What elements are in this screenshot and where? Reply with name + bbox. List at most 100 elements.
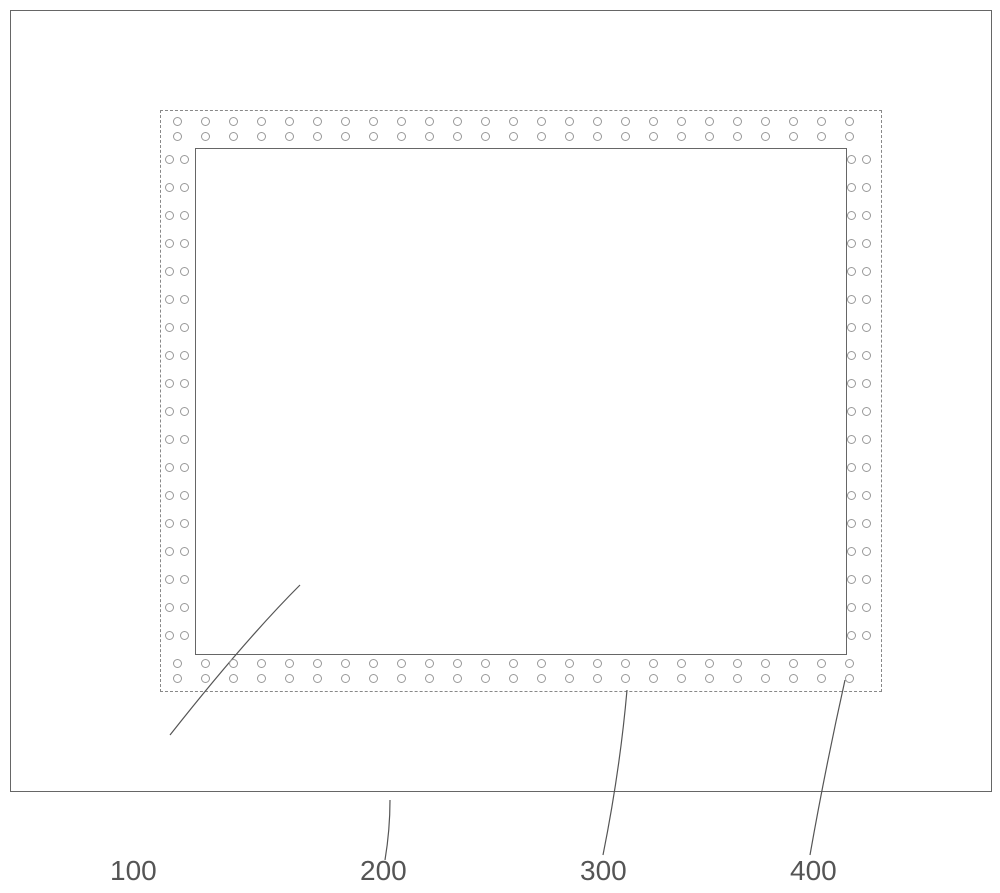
perforation-dot	[173, 674, 182, 683]
perforation-dot	[165, 155, 174, 164]
perforation-dot	[257, 117, 266, 126]
perforation-dot	[201, 132, 210, 141]
perforation-dot	[817, 674, 826, 683]
perforation-dot	[621, 117, 630, 126]
perforation-dot	[847, 351, 856, 360]
perforation-dot	[229, 117, 238, 126]
perforation-dot	[565, 117, 574, 126]
perforation-dot	[862, 603, 871, 612]
perforation-dot	[621, 674, 630, 683]
perforation-dot	[649, 117, 658, 126]
perforation-dot	[847, 603, 856, 612]
perforation-dot	[165, 435, 174, 444]
perforation-dot	[165, 183, 174, 192]
perforation-dot	[180, 407, 189, 416]
perforation-dot	[733, 659, 742, 668]
perforation-dot	[425, 117, 434, 126]
perforation-dot	[313, 117, 322, 126]
perforation-dot	[677, 132, 686, 141]
perforation-dot	[397, 674, 406, 683]
perforation-dot	[537, 674, 546, 683]
perforation-dot	[847, 519, 856, 528]
perforation-dot	[847, 547, 856, 556]
perforation-dot	[862, 351, 871, 360]
perforation-dot	[847, 155, 856, 164]
perforation-dot	[165, 295, 174, 304]
perforation-dot	[847, 323, 856, 332]
perforation-dot	[817, 659, 826, 668]
perforation-dot	[847, 491, 856, 500]
perforation-dot	[165, 407, 174, 416]
perforation-dot	[341, 674, 350, 683]
perforation-dot	[285, 132, 294, 141]
perforation-dot	[165, 463, 174, 472]
perforation-dot	[173, 117, 182, 126]
perforation-dot	[565, 659, 574, 668]
perforation-dot	[862, 491, 871, 500]
perforation-dot	[257, 674, 266, 683]
perforation-dot	[847, 575, 856, 584]
perforation-dot	[165, 323, 174, 332]
perforation-dot	[165, 547, 174, 556]
perforation-dot	[165, 491, 174, 500]
perforation-dot	[481, 117, 490, 126]
perforation-dot	[847, 211, 856, 220]
perforation-dot	[862, 183, 871, 192]
perforation-dot	[847, 407, 856, 416]
perforation-dot	[180, 519, 189, 528]
reference-label: 100	[110, 855, 157, 887]
reference-label: 400	[790, 855, 837, 887]
perforation-dot	[565, 674, 574, 683]
perforation-dot	[649, 659, 658, 668]
perforation-dot	[341, 117, 350, 126]
perforation-dot	[369, 674, 378, 683]
perforation-dot	[180, 463, 189, 472]
perforation-dot	[649, 132, 658, 141]
perforation-dot	[677, 674, 686, 683]
perforation-dot	[180, 183, 189, 192]
perforation-dot	[201, 659, 210, 668]
figure-canvas: 100200300400	[0, 0, 1000, 893]
perforation-dot	[847, 379, 856, 388]
perforation-dot	[397, 117, 406, 126]
perforation-dot	[847, 239, 856, 248]
perforation-dot	[509, 674, 518, 683]
perforation-dot	[509, 659, 518, 668]
perforation-dot	[453, 117, 462, 126]
perforation-dot	[845, 132, 854, 141]
perforation-dot	[733, 117, 742, 126]
perforation-dot	[862, 435, 871, 444]
perforation-dot	[845, 117, 854, 126]
perforation-dot	[180, 435, 189, 444]
perforation-dot	[201, 674, 210, 683]
perforation-dot	[229, 659, 238, 668]
perforation-dot	[481, 674, 490, 683]
perforation-dot	[397, 659, 406, 668]
perforation-dot	[862, 295, 871, 304]
perforation-dot	[180, 547, 189, 556]
perforation-dot	[313, 659, 322, 668]
perforation-dot	[789, 117, 798, 126]
perforation-dot	[847, 435, 856, 444]
perforation-dot	[761, 117, 770, 126]
perforation-dot	[313, 674, 322, 683]
perforation-dot	[677, 659, 686, 668]
perforation-dot	[847, 295, 856, 304]
perforation-dot	[180, 295, 189, 304]
perforation-dot	[862, 323, 871, 332]
perforation-dot	[481, 659, 490, 668]
perforation-dot	[180, 631, 189, 640]
perforation-dot	[425, 659, 434, 668]
perforation-dot	[565, 132, 574, 141]
perforation-dot	[817, 117, 826, 126]
perforation-dot	[537, 117, 546, 126]
perforation-dot	[425, 674, 434, 683]
perforation-dot	[862, 463, 871, 472]
perforation-dot	[862, 547, 871, 556]
perforation-dot	[180, 491, 189, 500]
perforation-dot	[313, 132, 322, 141]
perforation-dot	[180, 603, 189, 612]
perforation-dot	[165, 351, 174, 360]
perforation-dot	[733, 674, 742, 683]
reference-label: 300	[580, 855, 627, 887]
